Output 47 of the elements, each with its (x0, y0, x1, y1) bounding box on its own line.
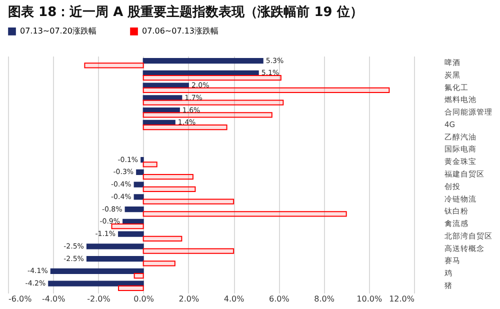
x-tick-label: 12.0% (389, 294, 415, 304)
bar (142, 260, 176, 266)
bar (111, 224, 144, 230)
bar (142, 107, 180, 114)
bar (142, 162, 158, 168)
bar (142, 82, 189, 88)
bar (142, 74, 282, 81)
bar (122, 218, 144, 225)
bar (142, 198, 234, 204)
x-tick-label: 6.0% (269, 294, 290, 304)
bar (134, 194, 144, 200)
bar (86, 244, 144, 250)
bar (142, 70, 259, 76)
bar (134, 273, 144, 279)
bar (142, 186, 196, 192)
bar (142, 95, 182, 101)
x-tick-label: 8.0% (314, 294, 335, 304)
x-tick-label: 2.0% (178, 294, 200, 304)
bar (50, 268, 144, 274)
bar (134, 182, 144, 188)
bar (142, 211, 347, 217)
bar (136, 169, 144, 175)
x-tick-label: 4.0% (224, 294, 245, 304)
bar (142, 174, 194, 180)
x-tick-label: -4.0% (42, 294, 66, 304)
x-tick-label: -2.0% (87, 294, 111, 304)
bar (142, 112, 272, 118)
x-tick-label: 0.0% (134, 294, 154, 304)
bar (142, 87, 390, 94)
legend-label: 07.06~07.13涨跌幅 (142, 26, 219, 36)
bar (86, 256, 144, 262)
bar (124, 206, 144, 212)
bar (118, 231, 144, 237)
x-tick-label: 10.0% (356, 294, 382, 304)
bar (142, 100, 284, 106)
bar (48, 280, 144, 286)
bar (140, 156, 144, 163)
bar (142, 58, 264, 64)
bar (118, 285, 144, 292)
legend-label: 07.13~07.20涨跌幅 (20, 26, 97, 36)
bar (84, 62, 144, 68)
bar (142, 124, 228, 130)
x-tick-label: -6.0% (8, 294, 32, 304)
chart-title: 图表 18：近一周 A 股重要主题指数表现（涨跌幅前 19 位） (8, 4, 363, 20)
bar (142, 120, 176, 126)
bar (142, 236, 182, 242)
bar (142, 248, 234, 254)
